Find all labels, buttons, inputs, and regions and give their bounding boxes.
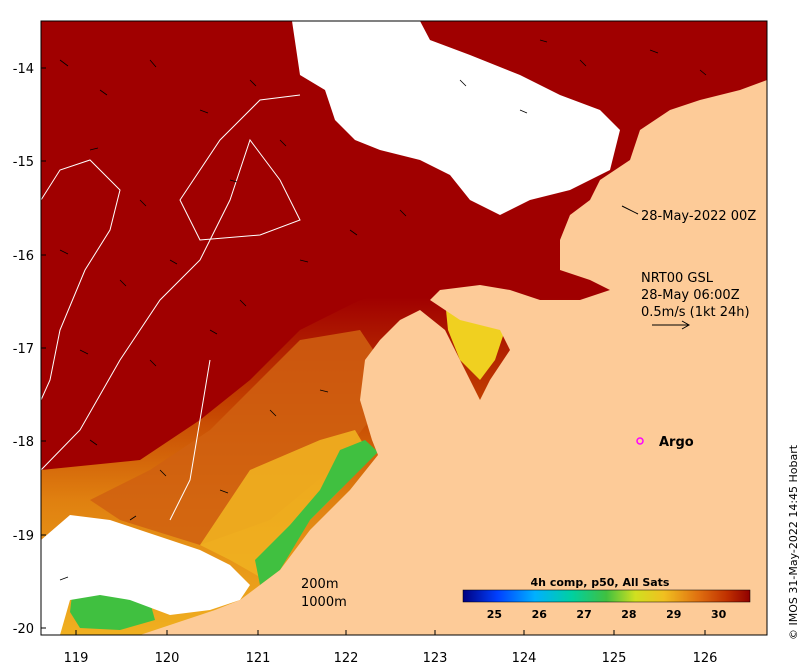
colorbar-tick-29: 29 (666, 608, 681, 621)
land-mass (140, 80, 767, 635)
x-tick-120: 120 (155, 651, 180, 666)
current-source-label: NRT00 GSL (641, 271, 714, 286)
argo-marker-icon (636, 437, 644, 445)
x-tick-marks (75, 630, 706, 635)
x-tick-122: 122 (334, 651, 359, 666)
x-tick-119: 119 (64, 651, 89, 666)
y-tick-marks (41, 67, 46, 629)
argo-time-pointer (621, 205, 639, 215)
colorbar-tick-26: 26 (532, 608, 548, 621)
sst-green-strip (255, 440, 378, 585)
colorbar-tick-30: 30 (711, 608, 727, 621)
argo-label: Argo (659, 435, 694, 450)
scale-arrow-icon (652, 320, 691, 330)
colorbar-title: 4h comp, p50, All Sats (531, 576, 670, 589)
sst-hot-region (41, 21, 450, 470)
contour-200-label: 200m (301, 577, 338, 592)
colorbar (462, 589, 751, 603)
credit-text: © IMOS 31-May-2022 14:45 Hobart (787, 444, 800, 640)
sst-mid-region (90, 330, 380, 545)
current-scale-label: 0.5m/s (1kt 24h) (641, 305, 750, 320)
cloud-north (292, 21, 620, 215)
sst-cool-region (200, 430, 370, 580)
x-tick-124: 124 (512, 651, 537, 666)
contour-1000-label: 1000m (301, 595, 347, 610)
y-tick-18: -18 (13, 435, 34, 450)
y-tick-20: -20 (13, 622, 34, 637)
y-tick-19: -19 (13, 529, 34, 544)
contour-200m (41, 159, 121, 401)
y-tick-14: -14 (13, 62, 34, 77)
x-tick-125: 125 (602, 651, 627, 666)
x-tick-126: 126 (693, 651, 718, 666)
colorbar-ticks: 25 26 27 28 29 30 (487, 608, 727, 621)
y-tick-17: -17 (13, 342, 34, 357)
colorbar-tick-28: 28 (621, 608, 636, 621)
plot-frame (40, 20, 768, 636)
colorbar-tick-27: 27 (576, 608, 591, 621)
x-tick-123: 123 (423, 651, 448, 666)
argo-time-label: 28-May-2022 00Z (641, 209, 756, 224)
y-tick-16: -16 (13, 249, 34, 264)
y-tick-15: -15 (13, 155, 34, 170)
colorbar-tick-25: 25 (487, 608, 502, 621)
x-tick-121: 121 (246, 651, 271, 666)
cloud-southwest (41, 515, 250, 635)
contour-1000m (41, 94, 301, 521)
current-time-label: 28-May 06:00Z (641, 288, 740, 303)
current-vectors (59, 39, 707, 581)
